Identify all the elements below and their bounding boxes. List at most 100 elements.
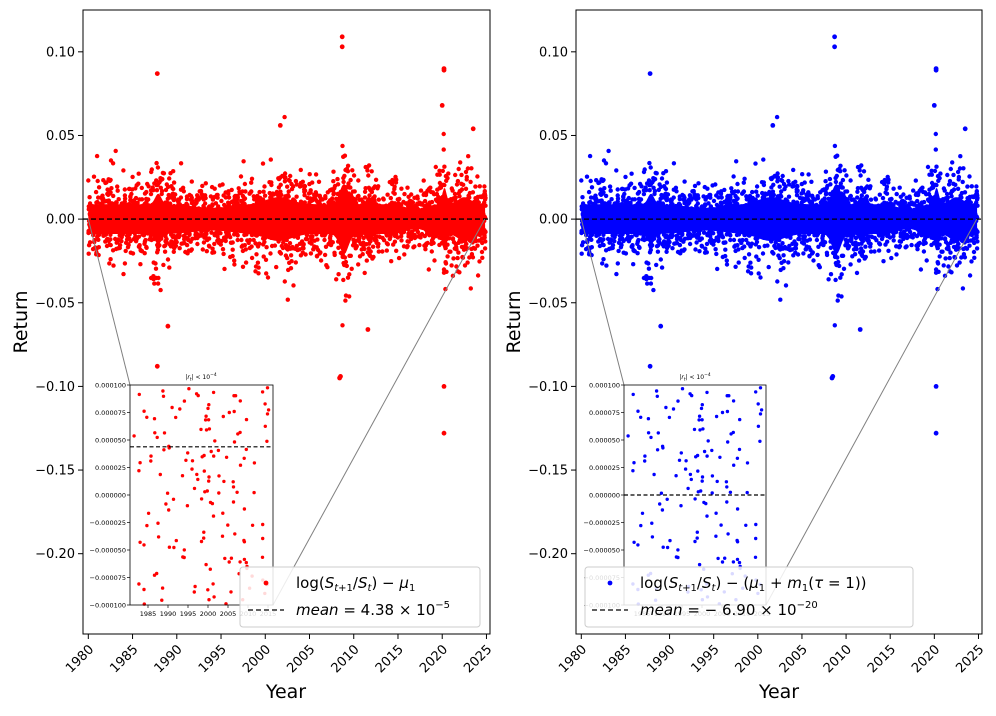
data-point bbox=[345, 167, 349, 171]
inset-data-point bbox=[200, 497, 203, 500]
data-point bbox=[431, 213, 435, 217]
data-point bbox=[249, 181, 253, 185]
data-point bbox=[885, 234, 889, 238]
data-point bbox=[347, 272, 351, 276]
data-point bbox=[336, 239, 340, 243]
data-point bbox=[670, 198, 674, 202]
data-point bbox=[329, 243, 333, 247]
data-point bbox=[341, 180, 345, 184]
data-point bbox=[228, 255, 232, 259]
data-point bbox=[87, 195, 91, 199]
inset-data-point bbox=[183, 556, 186, 559]
data-point bbox=[652, 192, 656, 196]
data-point bbox=[333, 184, 337, 188]
data-point bbox=[265, 224, 269, 228]
data-point bbox=[467, 211, 471, 215]
data-point bbox=[374, 178, 378, 182]
data-point bbox=[129, 251, 133, 255]
data-point bbox=[127, 187, 131, 191]
inset-data-point bbox=[193, 590, 196, 593]
data-point bbox=[162, 229, 166, 233]
data-point bbox=[274, 265, 278, 269]
inset-x-tick-label: 2000 bbox=[200, 610, 217, 618]
data-point bbox=[611, 216, 615, 220]
data-point bbox=[824, 191, 828, 195]
data-point bbox=[925, 204, 929, 208]
data-point bbox=[942, 263, 946, 267]
data-point bbox=[299, 226, 303, 230]
data-point bbox=[391, 242, 395, 246]
data-point bbox=[779, 261, 783, 265]
data-point bbox=[121, 168, 125, 172]
data-point bbox=[108, 233, 112, 237]
data-point bbox=[898, 186, 902, 190]
data-point bbox=[276, 239, 280, 243]
inset-data-point bbox=[186, 451, 189, 454]
data-point bbox=[945, 173, 949, 177]
data-point bbox=[144, 245, 148, 249]
inset-data-point bbox=[233, 440, 236, 443]
data-point bbox=[277, 185, 281, 189]
data-point bbox=[453, 199, 457, 203]
data-point bbox=[425, 227, 429, 231]
data-point bbox=[140, 220, 144, 224]
data-point bbox=[795, 184, 799, 188]
data-point bbox=[158, 288, 162, 292]
data-point bbox=[118, 216, 122, 220]
data-point bbox=[780, 179, 784, 183]
data-point bbox=[171, 192, 175, 196]
data-point bbox=[769, 239, 773, 243]
data-point bbox=[399, 214, 403, 218]
data-point bbox=[322, 238, 326, 242]
data-point bbox=[715, 267, 719, 271]
data-point bbox=[305, 237, 309, 241]
data-point bbox=[215, 193, 219, 197]
data-point bbox=[737, 232, 741, 236]
data-point bbox=[482, 228, 486, 232]
data-point bbox=[200, 184, 204, 188]
data-point bbox=[172, 246, 176, 250]
inset-data-point bbox=[223, 557, 226, 560]
data-point bbox=[858, 173, 862, 177]
data-point bbox=[222, 267, 226, 271]
data-point bbox=[314, 172, 318, 176]
data-point bbox=[415, 227, 419, 231]
data-point bbox=[898, 239, 902, 243]
data-point bbox=[754, 190, 758, 194]
data-point bbox=[102, 209, 106, 213]
data-point bbox=[286, 268, 290, 272]
data-point bbox=[299, 168, 303, 172]
data-point bbox=[665, 204, 669, 208]
data-point bbox=[883, 210, 887, 214]
data-point bbox=[451, 237, 455, 241]
data-point bbox=[929, 169, 933, 173]
data-point bbox=[469, 225, 473, 229]
data-point bbox=[815, 253, 819, 257]
data-point bbox=[380, 227, 384, 231]
data-point bbox=[309, 205, 313, 209]
data-point bbox=[244, 232, 248, 236]
data-point bbox=[836, 242, 840, 246]
inset-data-point bbox=[238, 560, 241, 563]
data-point bbox=[385, 193, 389, 197]
data-point bbox=[444, 270, 448, 274]
inset-data-point bbox=[178, 407, 181, 410]
data-point bbox=[107, 204, 111, 208]
data-point bbox=[753, 236, 757, 240]
data-point bbox=[760, 191, 764, 195]
data-point bbox=[369, 228, 373, 232]
data-point bbox=[96, 229, 100, 233]
data-point bbox=[593, 194, 597, 198]
inset-data-point bbox=[212, 454, 215, 457]
data-point bbox=[119, 239, 123, 243]
data-point bbox=[788, 248, 792, 252]
data-point bbox=[160, 192, 164, 196]
data-point bbox=[356, 178, 360, 182]
data-point bbox=[261, 161, 265, 165]
data-point bbox=[194, 200, 198, 204]
data-point bbox=[697, 227, 701, 231]
data-point bbox=[353, 213, 357, 217]
inset-data-point bbox=[243, 457, 246, 460]
data-point bbox=[878, 193, 882, 197]
data-point bbox=[909, 243, 913, 247]
